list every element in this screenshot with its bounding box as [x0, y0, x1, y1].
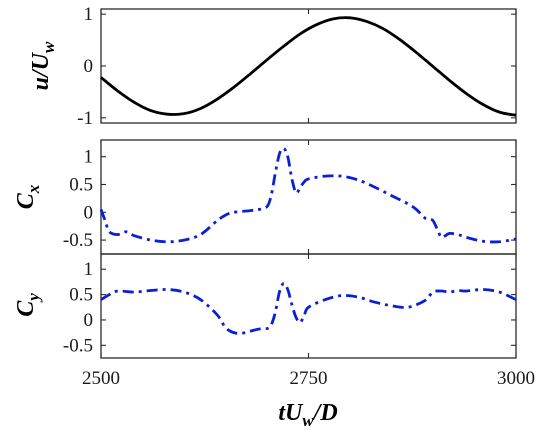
cy-line [100, 282, 517, 335]
ytick-label: 0 [84, 202, 94, 223]
ytick-label: 1 [84, 259, 94, 280]
xtick-label: 2750 [290, 368, 328, 389]
panel-cx-ticks [100, 140, 517, 254]
velocity-line [100, 16, 517, 117]
xlabel: tUw/D [278, 400, 337, 430]
ytick-label: 0.5 [69, 285, 93, 306]
panel-cy: -0.5 0 0.5 1 2500 2750 3000 Cy tUw/D [13, 253, 535, 430]
ytick-label: 1 [84, 147, 94, 168]
ylabel-velocity: u/Uw [28, 41, 58, 90]
panel-cx-frame [100, 139, 517, 255]
panel-cy-ytick-labels: -0.5 0 0.5 1 [63, 259, 93, 356]
ytick-label: 0 [84, 56, 94, 77]
ytick-label: -1 [77, 108, 93, 129]
panel-velocity-frame [100, 8, 517, 124]
panel-velocity-ticks [100, 9, 517, 123]
panel-cy-xtick-labels: 2500 2750 3000 [82, 368, 535, 389]
xtick-label: 3000 [497, 368, 535, 389]
ylabel-cx: Cx [13, 184, 43, 209]
ytick-label: -0.5 [63, 335, 93, 356]
xtick-label: 2500 [82, 368, 120, 389]
ytick-label: 1 [84, 4, 94, 25]
panel-cx-ytick-labels: -0.5 0 0.5 1 [63, 147, 93, 251]
ytick-label: -0.5 [63, 230, 93, 251]
ytick-label: 0.5 [69, 174, 93, 195]
ylabel-cy: Cy [13, 293, 43, 317]
panel-velocity-ytick-labels: -1 0 1 [77, 4, 93, 129]
ytick-label: 0 [84, 310, 94, 331]
cx-line [99, 146, 517, 244]
panel-cy-ticks [100, 254, 517, 358]
panel-cx: -0.5 0 0.5 1 Cx [13, 139, 517, 255]
panel-velocity: -1 0 1 u/Uw [28, 4, 517, 129]
